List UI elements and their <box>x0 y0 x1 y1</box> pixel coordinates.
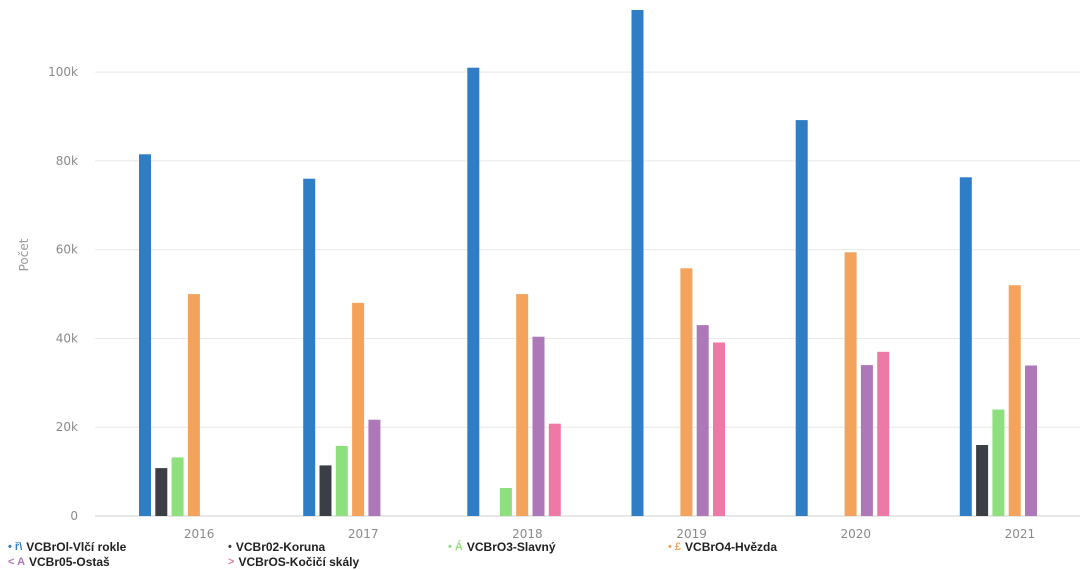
legend-item[interactable]: • VCBr02-Koruna <box>228 540 448 554</box>
legend-marker: • ř\ <box>8 541 23 553</box>
bar <box>631 10 644 516</box>
legend-marker: • <box>228 541 232 553</box>
bar <box>795 120 808 516</box>
legend-item[interactable]: • ř\ VCBrOl-Vlčí rokle <box>8 540 228 554</box>
y-tick-label: 100k <box>48 65 78 79</box>
bar <box>844 252 857 517</box>
bar <box>680 268 693 516</box>
legend-item[interactable]: • Á VCBrO3-Slavný <box>448 540 668 554</box>
x-tick-label: 2021 <box>1005 527 1036 540</box>
bar <box>319 465 332 516</box>
bar <box>187 294 200 516</box>
bar <box>499 488 512 516</box>
legend-item[interactable]: > VCBrOS-Kočičí skály <box>228 555 448 569</box>
y-axis-title: Počet <box>17 238 31 271</box>
bar <box>1025 365 1037 516</box>
y-tick-label: 20k <box>56 420 78 434</box>
bar <box>877 351 890 516</box>
legend: • ř\ VCBrOl-Vlčí rokle • VCBr02-Koruna • Á VC… <box>8 540 1078 569</box>
axis-labels: 0 20k 40k 60k 80k 100k 2016 2017 2018 2019 2020 202… <box>48 65 1035 540</box>
legend-label: VCBrOS-Kočičí skály <box>238 555 360 569</box>
legend-marker: > <box>228 556 235 568</box>
legend-item[interactable]: • £ VCBrO4-Hvězda <box>668 540 968 554</box>
bar <box>467 67 480 516</box>
x-tick-label: 2020 <box>841 527 872 540</box>
y-tick-label: 80k <box>56 154 78 168</box>
legend-item[interactable]: < A VCBr05-Ostaš <box>8 555 228 569</box>
bars <box>139 10 1037 517</box>
legend-marker: • £ <box>668 541 682 553</box>
bar <box>171 457 184 516</box>
bar-chart: 0 20k 40k 60k 80k 100k 2016 2017 2018 2019 2020 202… <box>17 10 1080 540</box>
y-tick-label: 40k <box>56 331 78 345</box>
bar <box>976 445 989 516</box>
legend-label: VCBrOl-Vlčí rokle <box>26 540 127 554</box>
bar <box>155 468 168 516</box>
bar <box>713 342 725 516</box>
x-tick-label: 2016 <box>184 527 215 540</box>
bar <box>352 302 365 516</box>
bar <box>959 177 972 517</box>
x-tick-label: 2019 <box>676 527 707 540</box>
y-tick-label: 0 <box>70 509 78 523</box>
y-tick-label: 60k <box>56 243 78 257</box>
bar <box>992 409 1005 516</box>
bar <box>516 294 529 516</box>
bar <box>548 423 561 516</box>
bar <box>139 154 151 517</box>
bar <box>368 419 381 516</box>
gridlines <box>95 71 1080 517</box>
bar <box>335 445 348 516</box>
legend-label: VCBrO4-Hvězda <box>685 540 778 554</box>
x-tick-label: 2017 <box>348 527 379 540</box>
bar <box>532 336 545 516</box>
legend-label: VCBr05-Ostaš <box>29 555 110 569</box>
bar <box>696 325 709 516</box>
bar <box>860 365 873 516</box>
legend-label: VCBrO3-Slavný <box>466 540 556 554</box>
bar <box>303 178 316 516</box>
legend-marker: • Á <box>448 541 463 553</box>
bar <box>1008 285 1021 516</box>
legend-marker: < A <box>8 556 26 568</box>
legend-label: VCBr02-Koruna <box>235 540 326 554</box>
x-tick-label: 2018 <box>512 527 543 540</box>
